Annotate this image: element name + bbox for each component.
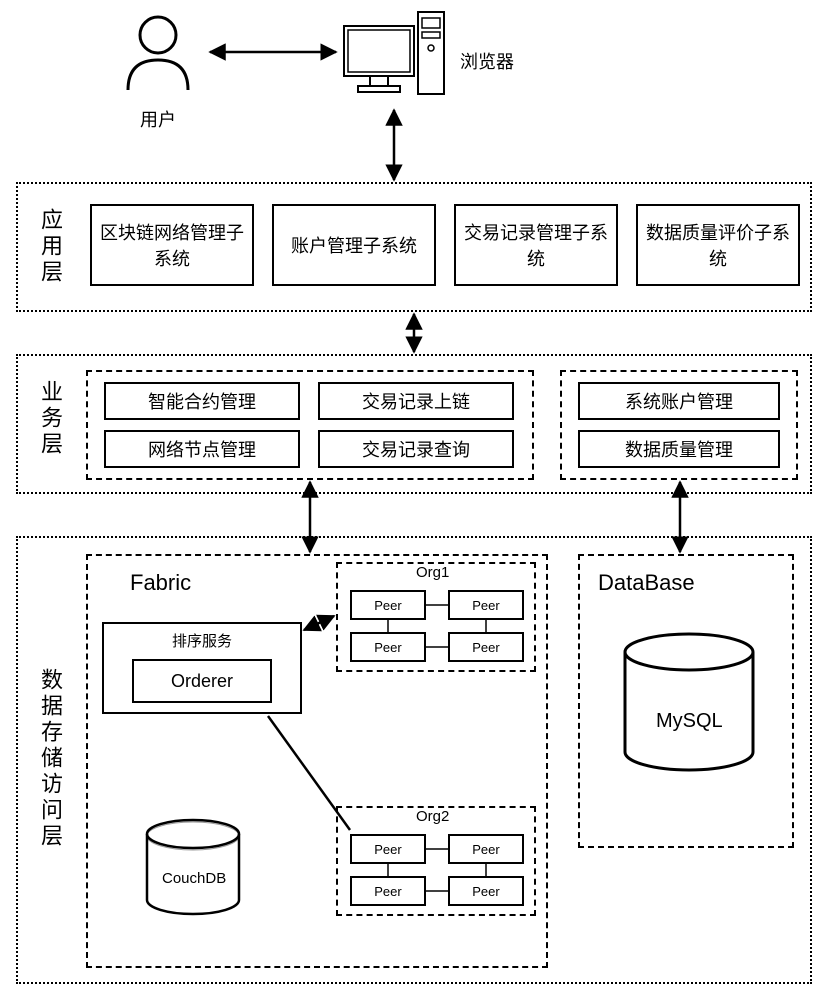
org1-peer-4-label: Peer xyxy=(472,640,499,655)
business-layer-label: 业务层 xyxy=(34,380,66,458)
app-box-1-label: 区块链网络管理子系统 xyxy=(92,219,252,271)
app-box-3-label: 交易记录管理子系统 xyxy=(456,219,616,271)
org2-peer-3: Peer xyxy=(350,876,426,906)
org2-title: Org2 xyxy=(416,808,449,825)
app-box-4-label: 数据质量评价子系统 xyxy=(638,219,798,271)
biz-left-2-label: 交易记录上链 xyxy=(362,388,470,414)
biz-left-2: 交易记录上链 xyxy=(318,382,514,420)
fabric-title: Fabric xyxy=(130,570,191,596)
org2-peer-4-label: Peer xyxy=(472,884,499,899)
app-box-3: 交易记录管理子系统 xyxy=(454,204,618,286)
biz-left-3-label: 网络节点管理 xyxy=(148,436,256,462)
couchdb-label: CouchDB xyxy=(162,870,226,887)
app-box-2-label: 账户管理子系统 xyxy=(291,232,417,258)
org2-peer-3-label: Peer xyxy=(374,884,401,899)
mysql-label: MySQL xyxy=(656,710,723,733)
org2-peer-1-label: Peer xyxy=(374,842,401,857)
user-icon xyxy=(118,10,198,100)
org1-peer-1-label: Peer xyxy=(374,598,401,613)
org1-peer-4: Peer xyxy=(448,632,524,662)
biz-right-2: 数据质量管理 xyxy=(578,430,780,468)
database-title: DataBase xyxy=(598,570,695,596)
org2-peer-2-label: Peer xyxy=(472,842,499,857)
org1-title: Org1 xyxy=(416,564,449,581)
architecture-diagram: 用户 浏览器 应用层 区块链网络管理子系统 账户管理子系统 交易记录管理子系统 … xyxy=(0,0,828,1000)
biz-left-3: 网络节点管理 xyxy=(104,430,300,468)
storage-layer-label: 数据存储访问层 xyxy=(34,668,66,850)
biz-right-2-label: 数据质量管理 xyxy=(625,436,733,462)
app-box-1: 区块链网络管理子系统 xyxy=(90,204,254,286)
biz-left-1: 智能合约管理 xyxy=(104,382,300,420)
org1-peer-2: Peer xyxy=(448,590,524,620)
browser-icon xyxy=(340,8,450,108)
orderer-label: Orderer xyxy=(171,671,233,692)
biz-right-1: 系统账户管理 xyxy=(578,382,780,420)
biz-left-4-label: 交易记录查询 xyxy=(362,436,470,462)
user-label: 用户 xyxy=(140,106,176,132)
orderer-svc-label: 排序服务 xyxy=(104,630,300,651)
app-box-4: 数据质量评价子系统 xyxy=(636,204,800,286)
org1-peer-2-label: Peer xyxy=(472,598,499,613)
orderer-box: Orderer xyxy=(132,659,272,703)
org2-peer-2: Peer xyxy=(448,834,524,864)
orderer-service: 排序服务 Orderer xyxy=(102,622,302,714)
org1-peer-3: Peer xyxy=(350,632,426,662)
biz-right-1-label: 系统账户管理 xyxy=(625,388,733,414)
org2-peer-4: Peer xyxy=(448,876,524,906)
application-layer-label: 应用层 xyxy=(34,208,66,286)
org1-peer-3-label: Peer xyxy=(374,640,401,655)
app-box-2: 账户管理子系统 xyxy=(272,204,436,286)
org1-peer-1: Peer xyxy=(350,590,426,620)
browser-label: 浏览器 xyxy=(460,48,514,74)
org2-peer-1: Peer xyxy=(350,834,426,864)
biz-left-4: 交易记录查询 xyxy=(318,430,514,468)
biz-left-1-label: 智能合约管理 xyxy=(148,388,256,414)
